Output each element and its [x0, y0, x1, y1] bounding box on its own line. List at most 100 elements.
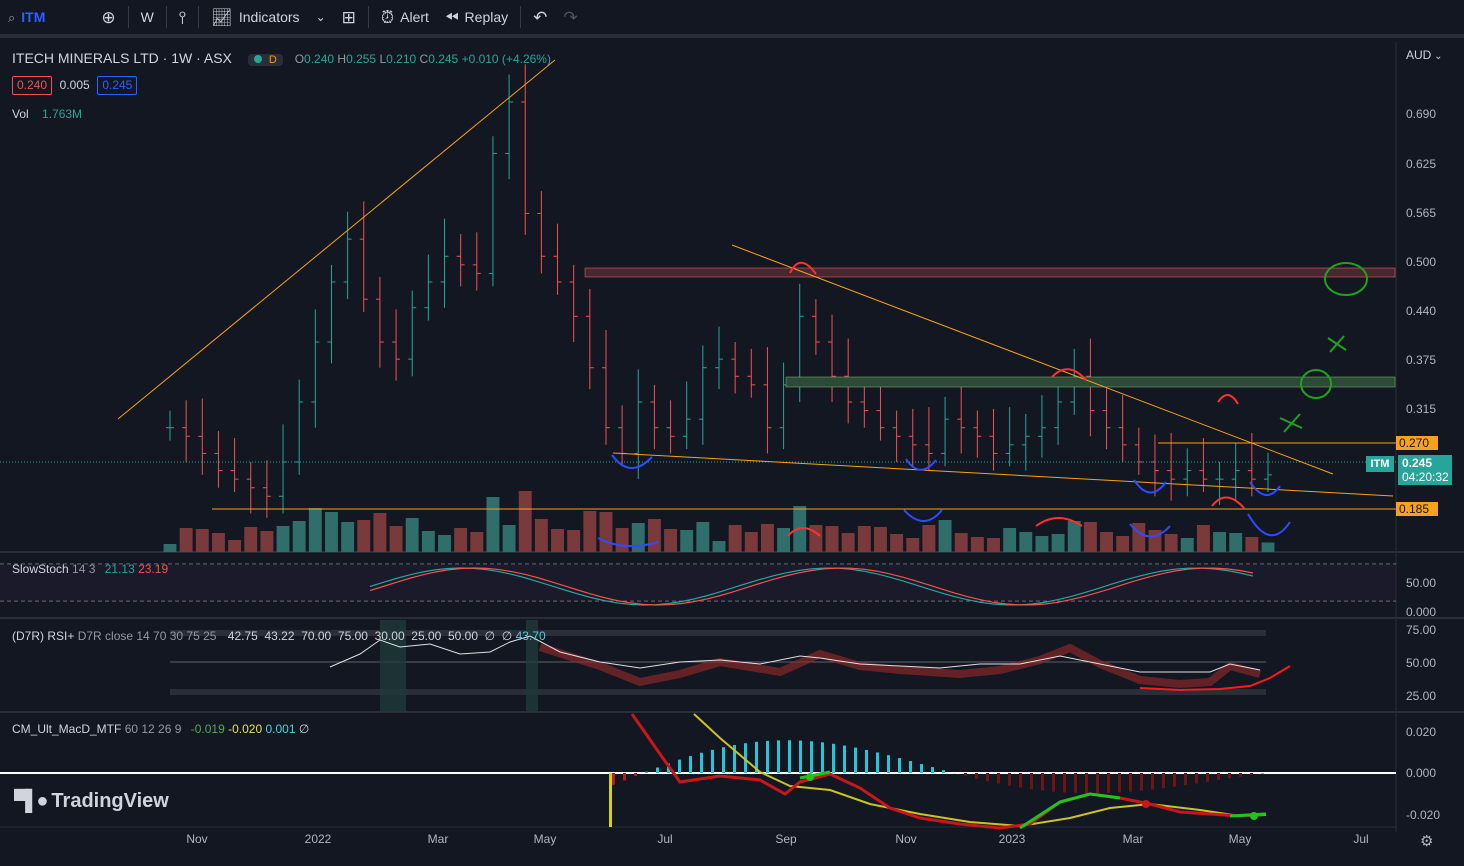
- redo-icon: ↷: [563, 7, 578, 27]
- volume-bar: [357, 520, 371, 552]
- drawing-arc-red[interactable]: [787, 527, 821, 537]
- settings-gear-icon[interactable]: ⚙: [1420, 833, 1434, 850]
- volume-bar: [228, 540, 242, 552]
- undo-button[interactable]: ↶: [525, 2, 555, 32]
- volume-bar: [922, 525, 936, 552]
- symbol-tag[interactable]: ITM: [1366, 456, 1394, 472]
- price-axis[interactable]: AUD ⌄ 0.690 0.625 0.565 0.500 0.440 0.37…: [1396, 42, 1464, 832]
- macd-hist-bar: [1019, 773, 1022, 788]
- drawing-arc-red[interactable]: [1051, 368, 1087, 381]
- ohlc-close: 0.245: [428, 52, 459, 66]
- volume-bar: [744, 532, 758, 552]
- stoch-k-line[interactable]: [369, 567, 1254, 606]
- toolbar-divider: [520, 6, 522, 28]
- macd-signal-line[interactable]: [693, 713, 1267, 828]
- indicators-button[interactable]: 📈︎ Indicators: [203, 2, 307, 32]
- drawing-arc-blue[interactable]: [905, 458, 937, 471]
- macd-hist-bar: [1030, 773, 1033, 790]
- indicator-templates-button[interactable]: ⌄: [308, 2, 334, 32]
- layout-button[interactable]: ⊞: [334, 2, 364, 32]
- volume-bar: [1083, 522, 1097, 552]
- grid-icon: ⊞: [341, 7, 356, 27]
- volume-bar: [938, 520, 952, 552]
- macd-hist-bar: [711, 749, 714, 773]
- compare-button[interactable]: ⊕: [93, 2, 123, 32]
- tradingview-logo[interactable]: ▀▌● TradingView: [14, 790, 169, 813]
- candles-layer: [166, 64, 1272, 518]
- macd-line-up[interactable]: [799, 770, 1267, 830]
- currency-selector[interactable]: AUD ⌄: [1406, 48, 1443, 62]
- symbol-search[interactable]: ⌕ ITM: [0, 2, 53, 32]
- drawing-arc-blue[interactable]: [597, 537, 659, 548]
- stoch-band-fill: [0, 564, 1396, 601]
- trendline-falling[interactable]: [731, 244, 1334, 475]
- bid-price[interactable]: 0.240: [12, 76, 53, 95]
- drawing-arc-blue[interactable]: [903, 509, 943, 522]
- rsi-label[interactable]: (D7R) RSI+: [12, 629, 75, 643]
- trendline-rising[interactable]: [117, 59, 556, 420]
- trendline-support[interactable]: [612, 452, 1394, 497]
- macd-hist-bar: [1250, 773, 1253, 775]
- chart-title[interactable]: ITECH MINERALS LTD · 1W · ASX: [12, 50, 232, 66]
- drawing-circle-green[interactable]: [1324, 262, 1368, 296]
- macd-histogram: [612, 740, 1264, 794]
- volume-bar: [1261, 542, 1275, 552]
- interval-button[interactable]: W: [133, 2, 162, 32]
- drawing-arc-blue[interactable]: [1247, 513, 1291, 537]
- macd-hist-bar: [986, 773, 989, 782]
- chevron-down-icon: ⌄: [315, 10, 326, 24]
- macd-line[interactable]: [630, 713, 1267, 830]
- chart-canvas[interactable]: [0, 42, 1464, 866]
- chart-area[interactable]: ITECH MINERALS LTD · 1W · ASX D O0.240 H…: [0, 42, 1464, 866]
- macd-hist-bar: [1151, 773, 1154, 790]
- stoch-d-value: 23.19: [138, 562, 169, 576]
- ask-price[interactable]: 0.245: [97, 76, 138, 95]
- stoch-label[interactable]: SlowStoch: [12, 562, 69, 576]
- macd-hist-bar: [832, 743, 835, 773]
- rsi-ma-line[interactable]: [1139, 665, 1291, 692]
- volume-bar: [1164, 534, 1178, 552]
- market-status[interactable]: D: [247, 54, 283, 66]
- stoch-params: 14 3: [72, 562, 96, 576]
- drawing-arc-blue[interactable]: [1249, 481, 1281, 496]
- resistance-zone[interactable]: [584, 267, 1396, 278]
- time-tick: May: [1228, 832, 1252, 846]
- time-axis[interactable]: Nov 2022 Mar May Jul Sep Nov 2023 Mar Ma…: [0, 832, 1396, 860]
- drawing-arc-blue[interactable]: [1133, 479, 1167, 494]
- rsi-line[interactable]: [329, 635, 1261, 673]
- macd-cross-dot: [806, 773, 814, 781]
- macd-label[interactable]: CM_Ult_MacD_MTF: [12, 722, 122, 736]
- macd-hist-bar: [656, 767, 659, 773]
- macd-hist-bar: [645, 771, 648, 773]
- drawing-circle-green[interactable]: [1300, 369, 1332, 399]
- chart-type-button[interactable]: ⫯: [171, 2, 194, 32]
- main-legend: ITECH MINERALS LTD · 1W · ASX D O0.240 H…: [12, 50, 551, 66]
- macd-hist-bar: [1228, 773, 1231, 779]
- volume-bar: [664, 529, 678, 552]
- macd-hist-bar: [854, 747, 857, 773]
- volume-bar: [583, 511, 597, 552]
- stoch-d-line[interactable]: [369, 567, 1254, 606]
- replay-button[interactable]: ⏪︎ Replay: [437, 2, 516, 32]
- drawing-arc-red[interactable]: [789, 261, 817, 275]
- alert-button[interactable]: ⏰︎ Alert: [373, 2, 437, 32]
- drawing-arc-blue[interactable]: [611, 454, 653, 469]
- time-tick: Mar: [1122, 832, 1144, 846]
- toolbar-divider: [198, 6, 200, 28]
- redo-button[interactable]: ↷: [555, 2, 585, 32]
- drawing-arc-red[interactable]: [1035, 517, 1083, 527]
- time-tick: Jul: [657, 832, 673, 846]
- macd-hist-bar: [755, 741, 758, 773]
- drawing-x-green[interactable]: [1279, 413, 1303, 433]
- volume-bar: [890, 534, 904, 552]
- alarm-clock-icon: ⏰︎: [380, 7, 395, 27]
- drawing-x-green[interactable]: [1327, 335, 1347, 353]
- macd-hist-bar: [909, 761, 912, 773]
- drawing-arc-blue[interactable]: [1129, 523, 1171, 538]
- macd-hist-bar: [1074, 773, 1077, 794]
- drawing-arc-red[interactable]: [1211, 496, 1245, 509]
- drawing-arc-red[interactable]: [1217, 394, 1239, 405]
- volume-bar: [712, 541, 726, 552]
- replay-label: Replay: [464, 9, 509, 25]
- volume-bar: [1229, 533, 1243, 552]
